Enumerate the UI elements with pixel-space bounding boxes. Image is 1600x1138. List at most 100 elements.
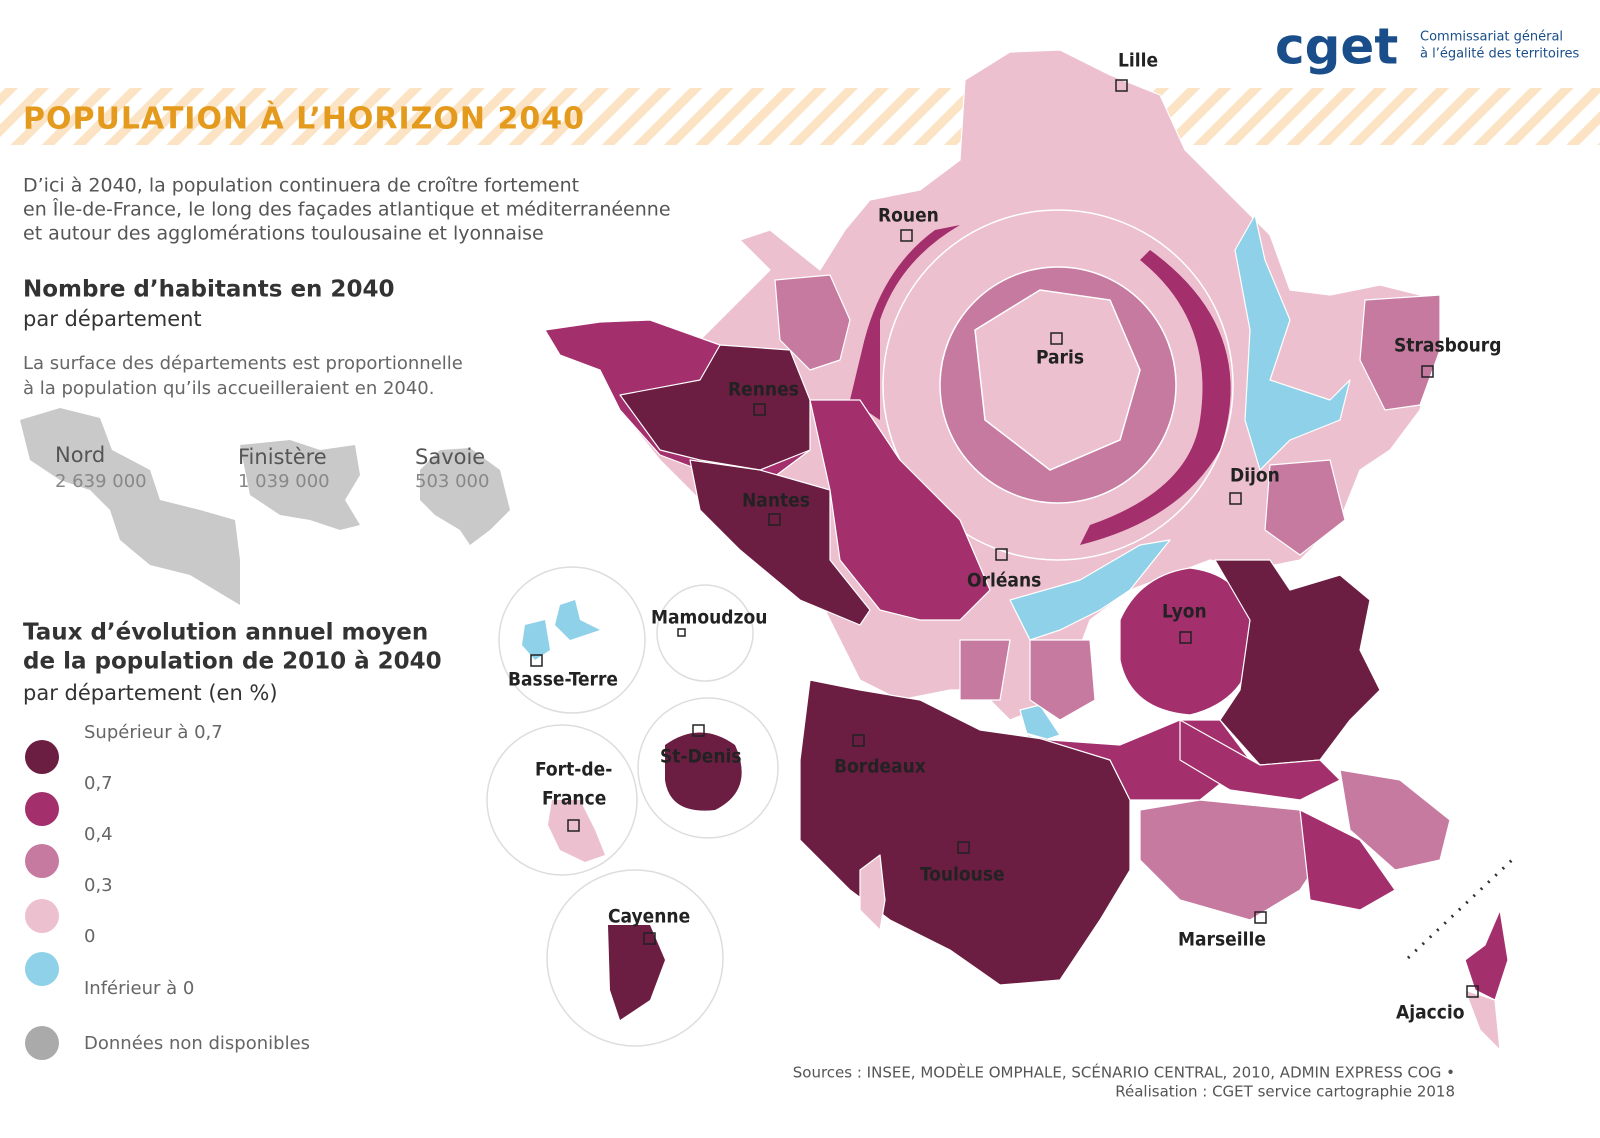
- city-marker: [1254, 911, 1267, 924]
- size-legend-note: La surface des départements est proporti…: [23, 353, 463, 374]
- department: [1234, 214, 1351, 471]
- example-name: Nord: [55, 443, 105, 467]
- city-markers: [530, 79, 1479, 998]
- city-marker: [995, 548, 1008, 561]
- legend-label: Données non disponibles: [84, 1033, 310, 1054]
- department: [850, 225, 960, 420]
- example-name: Savoie: [415, 445, 485, 469]
- logo: cget: [1275, 18, 1398, 76]
- department: [1214, 559, 1381, 766]
- city-label: Lyon: [1162, 601, 1207, 623]
- legend-label: 0,7: [84, 773, 113, 794]
- city-label: Rennes: [728, 379, 799, 401]
- size-legend-title: Nombre d’habitants en 2040: [23, 277, 394, 303]
- department: [1179, 719, 1341, 801]
- city-label: Ajaccio: [1396, 1002, 1465, 1024]
- color-legend-title: de la population de 2010 à 2040: [23, 649, 442, 675]
- department: [1464, 989, 1501, 1051]
- city-marker: [530, 654, 543, 667]
- department: [1139, 799, 1341, 921]
- city-marker: [1229, 492, 1242, 505]
- legend-label: Inférieur à 0: [84, 978, 194, 999]
- city-label: Mamoudzou: [651, 607, 767, 629]
- department: [1464, 909, 1509, 1001]
- header-band: [0, 88, 1600, 145]
- department: [1359, 294, 1441, 411]
- example-value: 503 000: [415, 471, 489, 492]
- inset-circle: [656, 584, 754, 682]
- legend-label: Supérieur à 0,7: [84, 722, 223, 743]
- city-label: Bordeaux: [834, 756, 926, 778]
- city-label: Dijon: [1230, 465, 1280, 487]
- nord-shape: [20, 408, 240, 605]
- city-label: France: [542, 788, 606, 810]
- color-legend-title: Taux d’évolution annuel moyen: [23, 620, 428, 646]
- department: [1080, 250, 1231, 545]
- city-marker: [957, 841, 970, 854]
- title: POPULATION À L’HORIZON 2040: [23, 101, 585, 137]
- example-value: 2 639 000: [55, 471, 147, 492]
- city-label: Toulouse: [920, 864, 1005, 886]
- city-label: Cayenne: [608, 906, 690, 928]
- finistere-shape: [240, 440, 360, 530]
- example-name: Finistère: [238, 445, 327, 469]
- org-name: à l’égalité des territoires: [1420, 47, 1580, 62]
- city-marker: [1115, 79, 1128, 92]
- department: [959, 639, 1011, 701]
- legend-swatch: [25, 844, 59, 878]
- city-label: Marseille: [1178, 929, 1266, 951]
- map: [544, 49, 1514, 1051]
- city-marker: [643, 932, 656, 945]
- overseas-insets: [486, 566, 779, 1047]
- city-label: Nantes: [742, 490, 810, 512]
- city-label: St-Denis: [660, 746, 742, 768]
- color-legend-subtitle: par département (en %): [23, 681, 278, 705]
- intro-line: en Île-de-France, le long des façades at…: [23, 198, 671, 221]
- city-marker: [852, 734, 865, 747]
- city-label: Strasbourg: [1394, 335, 1501, 357]
- city-marker: [1421, 365, 1434, 378]
- department: [974, 289, 1141, 471]
- department: [1339, 769, 1451, 871]
- source: Réalisation : CGET service cartographie …: [1115, 1083, 1455, 1101]
- legend-swatch: [25, 1026, 59, 1060]
- legend-label: 0: [84, 926, 95, 947]
- legend-swatch: [25, 899, 59, 933]
- inset-circle: [498, 566, 646, 714]
- city-label: Paris: [1036, 347, 1084, 369]
- department: [1264, 459, 1346, 556]
- department: [1299, 809, 1396, 911]
- example-value: 1 039 000: [238, 471, 330, 492]
- size-legend-subtitle: par département: [23, 307, 202, 331]
- legend-label: 0,3: [84, 875, 113, 896]
- territory: [522, 600, 600, 660]
- intro-line: et autour des agglomérations toulousaine…: [23, 223, 544, 245]
- inset-separator: [1406, 858, 1514, 960]
- department: [1029, 639, 1096, 721]
- city-marker: [1466, 985, 1479, 998]
- legend-swatch: [25, 952, 59, 986]
- department: [1009, 539, 1171, 641]
- source: Sources : INSEE, MODÈLE OMPHALE, SCÉNARI…: [793, 1063, 1455, 1082]
- city-marker: [768, 513, 781, 526]
- territory: [608, 925, 665, 1020]
- city-marker: [1179, 631, 1192, 644]
- city-label: Rouen: [878, 205, 939, 227]
- department: [859, 854, 886, 931]
- city-marker: [567, 819, 580, 832]
- territory: [665, 732, 742, 811]
- org-name: Commissariat général: [1420, 30, 1563, 45]
- department: [774, 274, 851, 371]
- legend-swatch: [25, 792, 59, 826]
- city-label: Lille: [1118, 50, 1158, 72]
- city-label: Orléans: [967, 570, 1041, 592]
- city-marker: [677, 628, 686, 637]
- city-marker: [753, 403, 766, 416]
- legend-swatch: [25, 740, 59, 774]
- intro-line: D’ici à 2040, la population continuera d…: [23, 175, 579, 197]
- city-marker: [1050, 332, 1063, 345]
- city-label: Basse-Terre: [508, 669, 618, 691]
- savoie-shape: [420, 448, 510, 545]
- city-label: Fort-de-: [535, 759, 612, 781]
